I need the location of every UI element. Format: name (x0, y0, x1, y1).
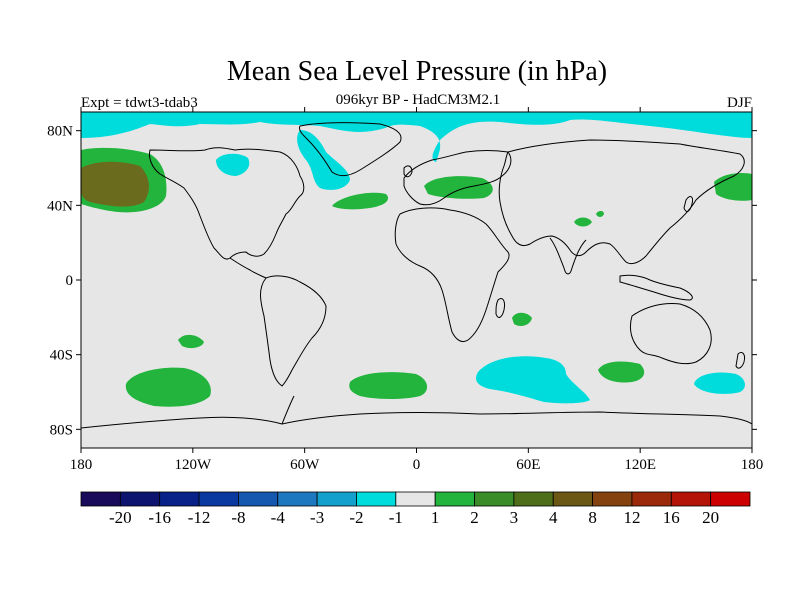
colorbar-swatch (434, 491, 475, 507)
coast-europe (403, 150, 512, 206)
colorbar-swatch (119, 491, 161, 507)
green-region-madagascar (512, 312, 532, 326)
lon-tick-label: 120W (174, 457, 212, 473)
coast-india (549, 237, 587, 275)
coast-new-zealand (735, 351, 745, 369)
green-region-central-asia-2 (596, 211, 604, 217)
colorbar-label: -20 (109, 508, 132, 527)
lon-tick-label: 60E (516, 457, 540, 473)
lon-tick-label: 180 (70, 457, 93, 473)
cyan-region-south-indian (476, 356, 590, 404)
colorbar-label: 1 (431, 508, 440, 527)
coast-north-america (149, 147, 305, 260)
lat-tick-label: 40N (47, 198, 73, 214)
latitude-axis: 80N 40N 0 40S 80S (47, 124, 757, 438)
coast-madagascar (495, 297, 505, 318)
coast-asia (498, 139, 745, 265)
lon-tick-label: 0 (413, 457, 421, 473)
figure-subtitle: 096kyr BP - HadCM3M2.1 (336, 92, 500, 108)
green-region-eurasia (424, 176, 493, 199)
experiment-label: Expt = tdwt3-tdab3 (81, 95, 198, 111)
colorbar-label: 12 (623, 508, 640, 527)
green-region-east-edge (714, 172, 752, 201)
colorbar-label: 4 (549, 508, 558, 527)
cyan-region-south-pacific (694, 372, 745, 394)
colorbar-swatch (710, 491, 751, 507)
colorbar-swatch (395, 491, 436, 507)
coast-central-america (229, 257, 267, 279)
coast-greenland (299, 122, 402, 177)
coast-australia (629, 303, 712, 365)
colorbar-swatch (198, 491, 239, 507)
colorbar-label: 20 (702, 508, 719, 527)
colorbar-label: -1 (389, 508, 403, 527)
colorbar-label: -16 (148, 508, 171, 527)
green-region-south-pacific-large (125, 367, 211, 407)
colorbar-label: 8 (588, 508, 597, 527)
pressure-anomaly-field (81, 112, 752, 429)
colorbar-swatch (277, 491, 318, 507)
green-region-central-asia (574, 217, 592, 227)
coast-uk (403, 165, 413, 178)
lon-tick-label: 60W (290, 457, 320, 473)
cyan-region-arctic (81, 112, 752, 162)
olive-region-north-pacific (81, 161, 149, 207)
colorbar-label: -12 (188, 508, 211, 527)
colorbar-label: -3 (310, 508, 324, 527)
lon-tick-label: 120E (624, 457, 656, 473)
colorbar-swatch (80, 491, 121, 507)
colorbar-label: 2 (470, 508, 479, 527)
colorbar-swatch (670, 491, 712, 507)
colorbar-label: 16 (663, 508, 680, 527)
green-region-atlantic (332, 192, 389, 210)
colorbar-label: 3 (510, 508, 519, 527)
figure-title: Mean Sea Level Pressure (in hPa) (227, 56, 607, 87)
colorbar-swatch (552, 491, 593, 507)
colorbar-swatch (474, 491, 515, 507)
lat-tick-label: 40S (50, 348, 73, 364)
colorbar-swatch (631, 491, 672, 507)
colorbar-label: -8 (231, 508, 245, 527)
coast-antarctic-peninsula (281, 395, 295, 425)
coast-antarctica (81, 411, 752, 429)
coast-africa (394, 207, 510, 343)
coast-south-america (260, 275, 327, 387)
colorbar-swatch (513, 491, 554, 507)
colorbar: -20 -16 -12 -8 -4 -3 -2 -1 1 2 3 4 8 12 16 20 (80, 491, 751, 527)
coast-indonesia (619, 274, 693, 301)
green-region-south-pacific-small (178, 334, 204, 349)
colorbar-swatch (592, 491, 633, 507)
coast-japan (683, 196, 693, 212)
map-panel: 180 120W 60W 0 60E 120E 180 80N 40N 0 40S 80S (47, 107, 763, 473)
lat-tick-label: 0 (66, 273, 74, 289)
colorbar-swatch (238, 491, 279, 507)
colorbar-swatch (316, 491, 357, 507)
coastlines (81, 122, 752, 429)
lat-tick-label: 80S (50, 422, 73, 438)
cyan-region-canada (216, 153, 250, 176)
colorbar-swatch (159, 491, 200, 507)
colorbar-label: -4 (271, 508, 286, 527)
lat-tick-label: 80N (47, 124, 73, 140)
green-region-south-atlantic (349, 372, 428, 399)
colorbar-label: -2 (349, 508, 363, 527)
green-region-south-indian-east (598, 361, 645, 383)
colorbar-swatch (356, 491, 397, 507)
season-label: DJF (727, 95, 752, 111)
lon-tick-label: 180 (741, 457, 764, 473)
longitude-axis: 180 120W 60W 0 60E 120E 180 (70, 107, 764, 473)
